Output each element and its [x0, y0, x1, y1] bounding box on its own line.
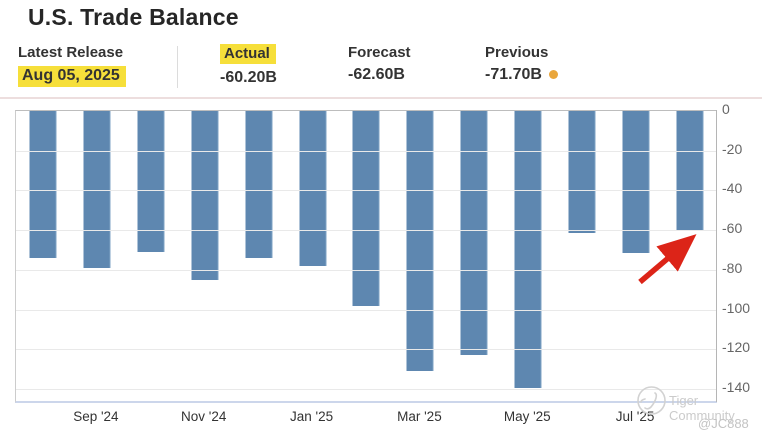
trade-balance-bar: [83, 111, 111, 268]
x-axis-tick-label: [554, 409, 608, 424]
actual-value: -60.20B: [220, 69, 277, 86]
bar-slot: [555, 111, 609, 401]
latest-release-label: Latest Release: [18, 44, 124, 61]
y-axis-tick-label: -80: [722, 259, 743, 276]
trade-balance-bar: [191, 111, 219, 280]
bar-slot: [70, 111, 124, 401]
actual-stat: Actual -60.20B: [220, 44, 277, 87]
watermark-handle: @JC888: [698, 416, 749, 431]
y-axis-line: [716, 110, 717, 402]
trade-balance-bar: [29, 111, 57, 258]
previous-stat: Previous -71.70B: [485, 44, 558, 84]
x-axis-tick-label: [446, 409, 500, 424]
bar-slot: [178, 111, 232, 401]
gridline: [16, 309, 717, 311]
trade-balance-bar: [245, 111, 273, 258]
x-axis-tick-label: [231, 409, 285, 424]
header-separator: [0, 97, 762, 99]
trade-balance-bar: [406, 111, 434, 372]
x-axis-labels: Sep '24 Nov '24 Jan '25 Mar '25 May '25 Jul '…: [15, 409, 716, 424]
annotation-arrow-icon: [638, 234, 697, 285]
gridline: [16, 230, 717, 232]
forecast-label: Forecast: [348, 44, 411, 61]
forecast-value: -62.60B: [348, 66, 405, 83]
previous-label: Previous: [485, 44, 549, 61]
x-axis-tick-label: Jan '25: [290, 409, 334, 424]
page-title: U.S. Trade Balance: [28, 4, 239, 30]
forecast-stat: Forecast -62.60B: [348, 44, 411, 84]
trade-balance-bar: [514, 111, 542, 389]
bar-slot: [609, 111, 663, 401]
bar-slot: [501, 111, 555, 401]
x-axis-tick-label: Mar '25: [397, 409, 442, 424]
bar-slot: [663, 111, 717, 401]
actual-label: Actual: [220, 44, 276, 64]
y-axis-tick-label: -100: [722, 299, 751, 316]
gridline: [16, 269, 717, 271]
x-axis-tick-label: Sep '24: [73, 409, 119, 424]
trade-balance-bar: [299, 111, 327, 266]
stats-divider: [177, 46, 178, 88]
watermark-brand: Tiger Community: [669, 393, 735, 423]
gridline: [16, 349, 717, 351]
x-axis-tick-label: [123, 409, 177, 424]
latest-release-stat: Latest Release Aug 05, 2025: [18, 44, 126, 87]
x-axis-tick-label: [15, 409, 69, 424]
y-axis-tick-label: -140: [722, 379, 751, 396]
previous-indicator-dot: [548, 70, 558, 80]
x-axis-tick-label: Nov '24: [181, 409, 227, 424]
trade-balance-bar: [137, 111, 165, 252]
trade-balance-bar: [622, 111, 650, 254]
trade-balance-bar: [352, 111, 380, 306]
bar-slot: [340, 111, 394, 401]
x-axis-tick-label: [339, 409, 393, 424]
trade-balance-bar: [676, 111, 704, 231]
y-axis-tick-label: -40: [722, 180, 743, 197]
trade-balance-bar: [460, 111, 488, 356]
y-axis-tick-label: -20: [722, 140, 743, 157]
bar-slot: [286, 111, 340, 401]
bar-slot: [447, 111, 501, 401]
y-axis-tick-label: 0: [722, 101, 730, 117]
gridline: [16, 150, 717, 152]
bar-slot: [232, 111, 286, 401]
bar-slot: [393, 111, 447, 401]
trade-balance-chart-plot: [15, 110, 717, 403]
previous-value: -71.70B: [485, 66, 558, 84]
latest-release-value: Aug 05, 2025: [18, 66, 126, 87]
bar-slot: [16, 111, 70, 401]
gridline: [16, 389, 717, 391]
x-axis-tick-label: May '25: [503, 409, 551, 424]
bar-series: [16, 111, 717, 401]
trade-balance-bar: [568, 111, 596, 234]
gridline: [16, 190, 717, 192]
tiger-community-logo-icon: [637, 386, 666, 415]
bar-slot: [124, 111, 178, 401]
y-axis-tick-label: -60: [722, 220, 743, 237]
y-axis-tick-label: -120: [722, 339, 751, 356]
